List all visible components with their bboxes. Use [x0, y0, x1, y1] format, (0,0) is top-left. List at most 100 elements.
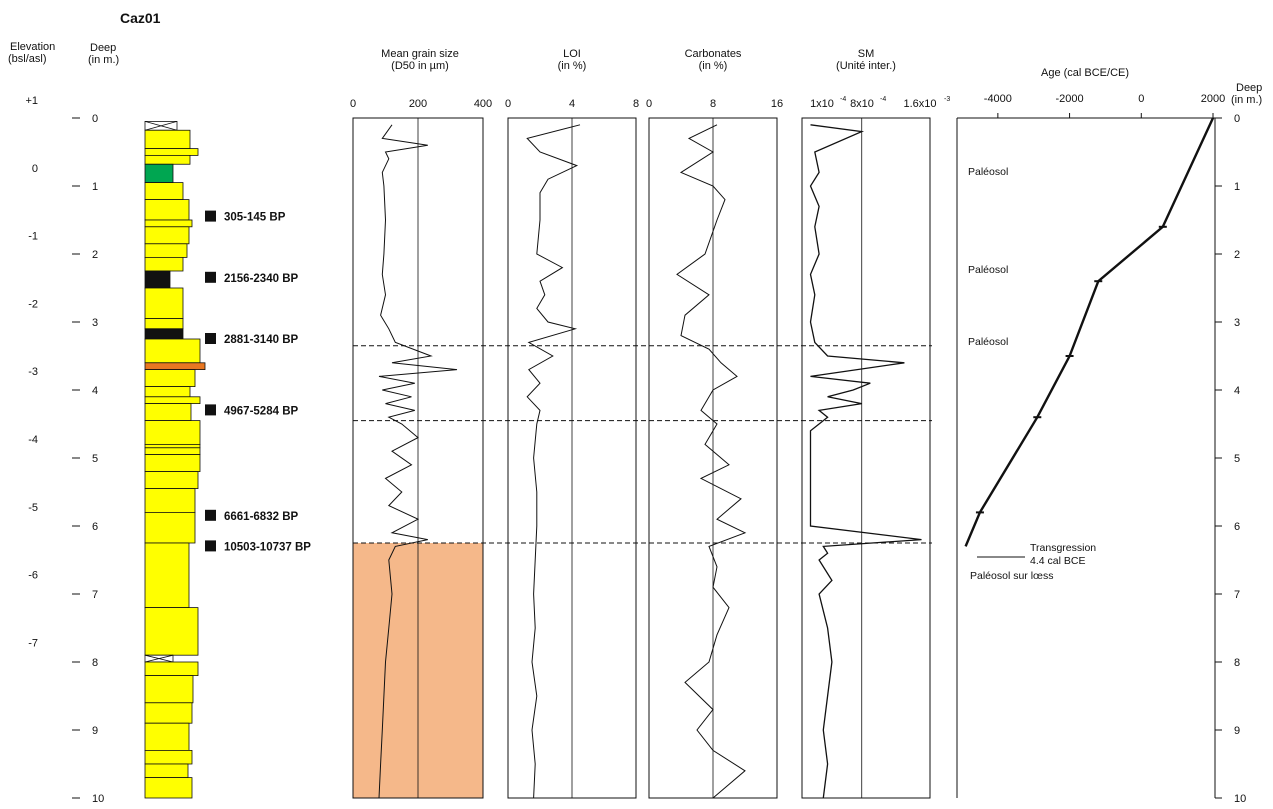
strat-layer: [144, 148, 199, 156]
date-label: 2156-2340 BP: [224, 273, 298, 285]
elevation-tick-label: +1: [25, 95, 38, 107]
sm-title: SM: [858, 48, 875, 60]
depth-tick-label-right: 10: [1234, 793, 1246, 805]
elevation-tick-label: -7: [28, 637, 38, 649]
deep-right-header-line2: (in m.): [1231, 94, 1262, 106]
elevation-tick-label: -4: [28, 434, 38, 446]
sm-subtitle: (Unité inter.): [836, 60, 896, 72]
strat-cross-line: [144, 121, 178, 131]
loi-title: LOI: [563, 48, 581, 60]
elevation-header-line2: (bsl/asl): [8, 53, 47, 65]
depth-tick-label-right: 0: [1234, 113, 1240, 125]
strat-layer: [144, 256, 184, 272]
depth-tick-label-left: 10: [92, 793, 104, 805]
strat-layer: [144, 369, 196, 388]
strat-layer: [144, 763, 189, 778]
strat-layer: [144, 447, 201, 455]
date-marker: [205, 540, 216, 552]
strat-layer: [144, 471, 199, 490]
age-annotation-paleosol-loess: Paléosol sur lœss: [970, 570, 1053, 582]
depth-tick-label-left: 6: [92, 521, 98, 533]
elevation-header-line1: Elevation: [10, 41, 55, 53]
strat-layer: [144, 338, 201, 364]
elevation-tick-label: -6: [28, 570, 38, 582]
age-tick-label: -2000: [1056, 93, 1084, 105]
strat-layer: [144, 182, 184, 201]
age-title: Age (cal BCE/CE): [1041, 67, 1129, 79]
date-label: 6661-6832 BP: [224, 511, 298, 523]
elevation-tick-label: -2: [28, 298, 38, 310]
grain-subtitle: (D50 in µm): [391, 60, 449, 72]
sm-tick-exponent: -3: [944, 96, 950, 103]
strat-layer: [144, 270, 171, 289]
strat-layer: [144, 607, 199, 656]
depth-tick-label-left: 3: [92, 317, 98, 329]
strat-layer: [144, 454, 201, 473]
strat-layer: [144, 328, 184, 340]
date-marker: [205, 271, 216, 283]
strat-layer: [144, 226, 190, 245]
grain-title: Mean grain size: [381, 48, 459, 60]
strat-layer: [144, 362, 206, 370]
sm-tick-exponent: -4: [880, 96, 886, 103]
depth-tick-label-left: 4: [92, 385, 98, 397]
strat-layer: [144, 287, 184, 320]
sm-tick-label: 8x10: [850, 98, 874, 110]
strat-layer: [144, 199, 190, 221]
date-marker: [205, 210, 216, 222]
age-tick-label: 0: [1138, 93, 1144, 105]
carb-tick-label: 8: [710, 98, 716, 110]
date-label: 10503-10737 BP: [224, 541, 311, 553]
grain-tick-label: 0: [350, 98, 356, 110]
deep-left-header-line2: (in m.): [88, 54, 119, 66]
depth-tick-label-left: 9: [92, 725, 98, 737]
strat-layer: [144, 396, 201, 404]
sm-tick-label: 1x10: [810, 98, 834, 110]
strat-layer: [144, 512, 196, 544]
carb-title: Carbonates: [685, 48, 742, 60]
deep-right-header-line1: Deep: [1236, 82, 1262, 94]
strat-cross-line: [144, 654, 174, 663]
grain-series-line: [378, 124, 458, 799]
sm-panel-frame: [801, 117, 931, 799]
depth-tick-label-left: 1: [92, 181, 98, 193]
depth-tick-label-right: 3: [1234, 317, 1240, 329]
sm-tick-exponent: -4: [840, 96, 846, 103]
sm-series-line: [809, 124, 922, 799]
strat-layer: [144, 243, 188, 258]
age-depth-line: [964, 117, 1215, 547]
date-marker: [205, 404, 216, 416]
strat-layer: [144, 129, 191, 150]
carb-subtitle: (in %): [699, 60, 728, 72]
date-label: 4967-5284 BP: [224, 405, 298, 417]
elevation-tick-label: 0: [32, 163, 38, 175]
strat-layer: [144, 386, 191, 398]
strat-layer: [144, 318, 184, 330]
depth-tick-label-right: 7: [1234, 589, 1240, 601]
depth-tick-label-left: 0: [92, 113, 98, 125]
depth-tick-label-right: 6: [1234, 521, 1240, 533]
grain-tick-label: 200: [409, 98, 427, 110]
strat-layer: [144, 675, 194, 704]
loi-subtitle: (in %): [558, 60, 587, 72]
age-tick-label: 2000: [1201, 93, 1225, 105]
depth-tick-label-left: 7: [92, 589, 98, 601]
age-annotation-transgression-date: 4.4 cal BCE: [1030, 555, 1085, 567]
age-annotation-transgression: Transgression: [1030, 542, 1096, 554]
depth-tick-label-left: 2: [92, 249, 98, 261]
sm-tick-label: 1.6x10: [903, 98, 936, 110]
strat-layer: [144, 443, 201, 449]
strat-layer: [144, 542, 190, 608]
strat-layer: [144, 722, 190, 751]
strat-layer: [144, 420, 201, 445]
date-marker: [205, 509, 216, 521]
loi-series-line: [526, 124, 581, 799]
date-label: 2881-3140 BP: [224, 334, 298, 346]
deep-left-header-line1: Deep: [90, 42, 116, 54]
depth-tick-label-right: 2: [1234, 249, 1240, 261]
age-annotation-paleosol: Paléosol: [968, 336, 1008, 348]
depth-tick-label-left: 5: [92, 453, 98, 465]
strat-layer: [144, 154, 191, 165]
strat-layer: [144, 702, 193, 724]
